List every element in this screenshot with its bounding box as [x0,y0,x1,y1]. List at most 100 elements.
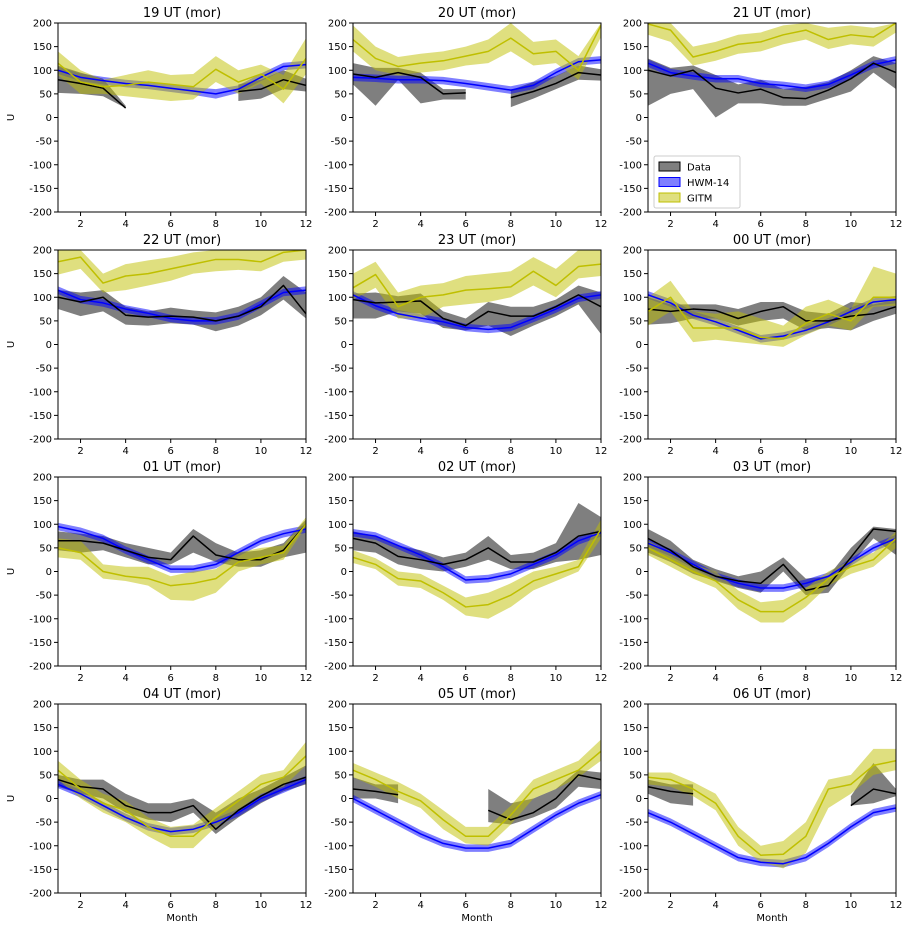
y-tick-label: -50 [331,364,347,375]
plot-area [648,748,896,869]
y-tick-label: 100 [328,293,347,304]
y-axis-label: U [6,795,17,802]
y-tick-label: 150 [33,269,52,280]
y-tick-label: -50 [626,137,642,148]
panel-3: 2 4 6 8 10 12 -200 -150 -100 -50 0 50 100 150 200 22 UT… [6,233,312,457]
y-tick-label: 0 [341,794,347,805]
x-tick-label: 10 [845,673,858,684]
y-tick-label: 200 [33,19,52,30]
gitm-line [58,523,306,587]
x-tick-label: 6 [463,219,469,230]
x-tick-label: 12 [890,219,903,230]
panel-1: 2 4 6 8 10 12 -200 -150 -100 -50 0 50 100 150 200 20 UT… [324,6,607,230]
axes-frame [57,22,307,213]
y-tick-label: 100 [328,747,347,758]
gitm-line [58,755,306,838]
y-tick-label: 200 [328,473,347,484]
y-tick-label: 0 [341,340,347,351]
x-tick-label: 4 [122,219,128,230]
x-tick-label: 6 [168,219,174,230]
x-tick-label: 12 [300,219,313,230]
y-tick-label: 0 [636,113,642,124]
y-tick-label: -50 [36,137,52,148]
hwm-band [353,56,601,94]
panel-title: 03 UT (mor) [733,460,811,475]
panel-11: 2 4 6 8 10 12 -200 -150 -100 -50 0 50 100 150 200 06 UT… [619,687,902,924]
y-tick-label: 100 [33,520,52,531]
y-tick-label: 200 [623,246,642,257]
gitm-band [648,266,896,347]
x-tick-label: 4 [122,446,128,457]
x-tick-label: 8 [803,446,809,457]
y-tick-label: 0 [46,340,52,351]
panel-5: 2 4 6 8 10 12 -200 -150 -100 -50 0 50 100 150 200 00 UT… [619,233,902,457]
x-tick-label: 6 [168,446,174,457]
gitm-band [58,517,306,601]
gitm-band [648,748,896,869]
y-tick-label: 50 [629,770,642,781]
y-tick-label: -150 [324,411,347,422]
y-tick-label: -50 [331,137,347,148]
y-tick-label: -100 [29,387,52,398]
panel-0: 2 4 6 8 10 12 -200 -150 -100 -50 0 50 100 150 200 19 UT… [6,6,312,230]
x-tick-label: 2 [372,219,378,230]
x-tick-label: 4 [712,446,718,457]
y-tick-label: -100 [324,614,347,625]
y-tick-label: 200 [33,700,52,711]
y-tick-label: 150 [328,269,347,280]
gitm-band [353,519,601,619]
y-tick-label: 0 [636,340,642,351]
x-tick-label: 4 [417,219,423,230]
y-tick-label: -200 [29,662,52,673]
panel-7: 2 4 6 8 10 12 -200 -150 -100 -50 0 50 100 150 200 02 UT… [324,460,607,684]
x-tick-label: 10 [550,673,563,684]
x-tick-label: 2 [667,219,673,230]
x-tick-label: 8 [803,900,809,911]
y-tick-label: 150 [33,42,52,53]
data-line [238,78,306,93]
data-line [58,284,306,322]
hwm-line [648,537,896,589]
plot-area [353,250,601,336]
y-axis-label: U [6,114,17,121]
panel-title: 00 UT (mor) [733,233,811,248]
y-tick-label: 150 [328,723,347,734]
x-tick-label: 6 [463,900,469,911]
hwm-band [353,790,601,852]
panel-4: 2 4 6 8 10 12 -200 -150 -100 -50 0 50 100 150 200 23 UT… [324,233,607,457]
y-tick-label: -100 [619,387,642,398]
legend-label-data: Data [687,163,711,174]
panel-title: 05 UT (mor) [438,687,516,702]
y-tick-label: -150 [324,184,347,195]
y-tick-label: -100 [324,841,347,852]
y-tick-label: 150 [623,723,642,734]
gitm-line [58,57,306,90]
gitm-line [353,528,601,608]
y-tick-label: 200 [328,19,347,30]
data-line [58,776,306,830]
y-tick-label: 100 [623,747,642,758]
x-tick-label: 12 [300,673,313,684]
y-tick-label: 0 [46,113,52,124]
data-line [648,305,896,322]
gitm-line [648,537,896,613]
y-tick-label: -150 [619,865,642,876]
y-tick-label: -100 [29,614,52,625]
y-tick-label: -100 [619,841,642,852]
gitm-band [58,250,306,293]
x-tick-label: 10 [255,900,268,911]
plot-area [353,739,601,852]
panel-6: 2 4 6 8 10 12 -200 -150 -100 -50 0 50 100 150 200 01 UT… [6,460,312,684]
x-tick-label: 8 [803,673,809,684]
gitm-line [648,296,896,340]
y-tick-label: -150 [29,184,52,195]
x-tick-label: 2 [372,673,378,684]
x-tick-label: 12 [595,673,608,684]
x-tick-label: 8 [508,900,514,911]
panel-title: 23 UT (mor) [438,233,516,248]
plot-area [58,38,306,109]
gitm-line [58,250,306,284]
y-tick-label: -150 [619,638,642,649]
x-tick-label: 10 [845,446,858,457]
y-tick-label: -150 [29,865,52,876]
